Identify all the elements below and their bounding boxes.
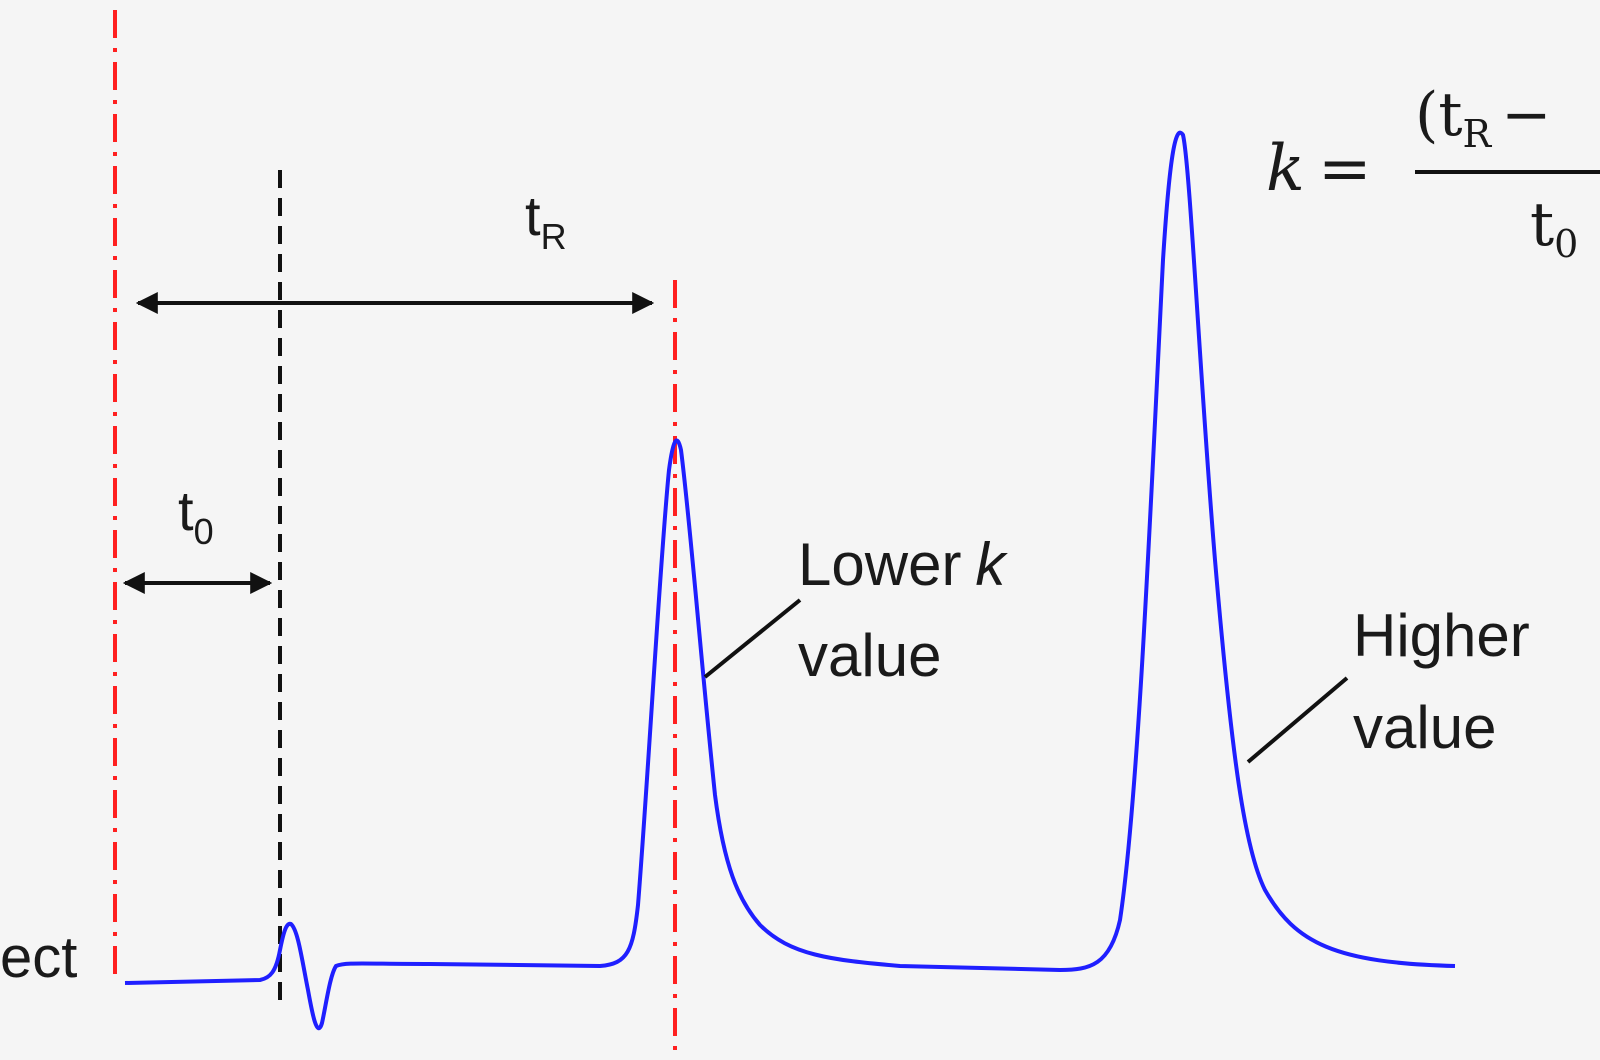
formula-lhs: k [1266,132,1305,206]
tR-label: tR [525,184,567,257]
higher-k-leader-line [1248,678,1347,762]
tR-label-sub: R [541,216,567,257]
lower-k-var: k [975,531,1008,598]
left-label-fragment: ect [0,925,77,990]
higher-k-callout-line1: Higher [1353,602,1530,669]
lower-k-callout-line1: Lower k [798,531,1008,598]
formula-equals: = [1318,132,1372,206]
formula-num-open: (t [1415,80,1463,150]
t0-label-sub: 0 [194,511,214,552]
formula-num-sub: R [1463,112,1493,156]
higher-k-callout-line2: value [1353,694,1496,761]
t0-label-main: t [178,479,194,542]
formula-denominator: t0 [1530,190,1578,266]
lower-k-leader-line [705,600,800,677]
tR-label-main: t [525,184,541,247]
lower-k-callout-line2: value [798,622,941,689]
lower-k-word: Lower [798,531,961,598]
t0-label: t0 [178,479,214,552]
formula-den-sub: 0 [1554,222,1578,266]
formula-num-minus: − [1501,80,1551,150]
formula-numerator: (tR − [1415,80,1551,156]
chromatogram-trace [125,133,1455,1029]
formula-den-main: t [1530,190,1554,260]
